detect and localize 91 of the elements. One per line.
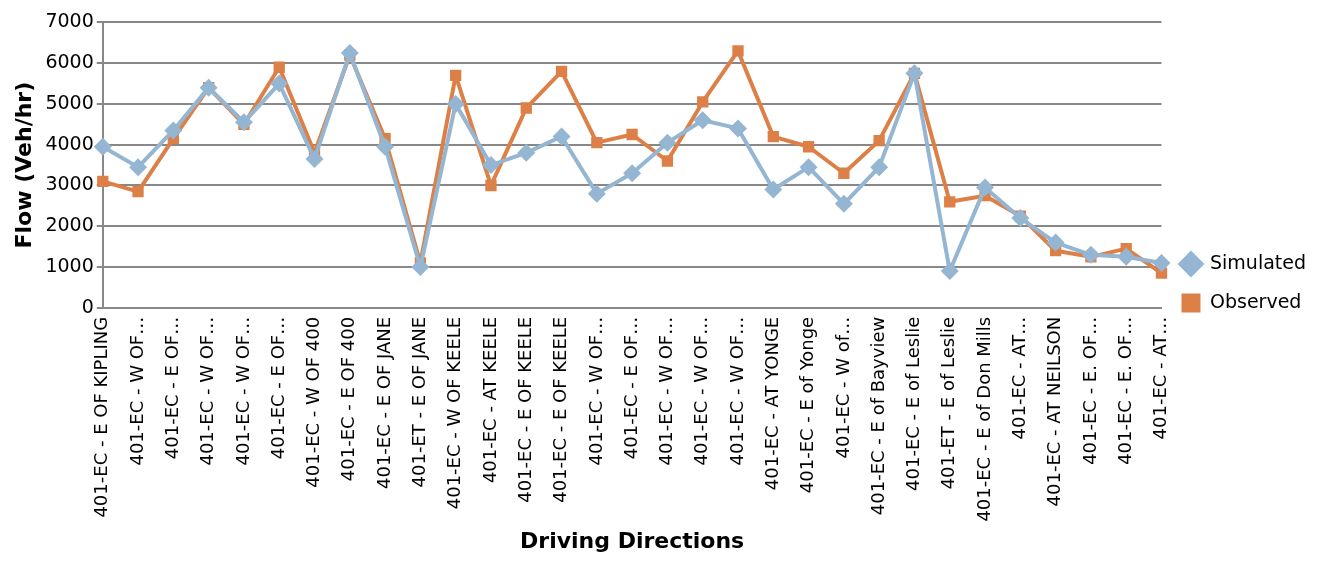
y-tick-label: 6000 — [45, 50, 94, 73]
point — [273, 61, 285, 73]
point — [93, 137, 112, 156]
point — [976, 178, 995, 197]
x-tick-label: 401-EC - AT… — [1149, 316, 1171, 440]
x-tick-label: 401-EC - AT NEILSON — [1043, 316, 1065, 507]
x-tick-label: 401-EC - E OF… — [619, 316, 641, 460]
point — [305, 149, 324, 168]
y-tick-label: 0 — [81, 294, 94, 317]
point — [234, 113, 253, 132]
x-tick-label: 401-EC - E of Don Mills — [972, 316, 994, 522]
x-tick-label: 401-EC - AT… — [1008, 316, 1029, 440]
point — [873, 134, 885, 147]
x-tick-label: 401-EC - W OF… — [655, 316, 677, 466]
x-tick-label: 401-EC - E. OF… — [1113, 316, 1135, 465]
x-tick-label: 401-EC - E of Yonge — [796, 316, 818, 494]
x-tick-label: 401-ET - E of Leslie — [937, 316, 959, 490]
x-tick-label: 401-EC - W OF 400 — [302, 316, 324, 488]
y-tick-label: 2000 — [45, 213, 94, 236]
point — [661, 155, 674, 167]
x-tick-label: 401-EC - E OF 400 — [337, 316, 359, 482]
point — [1117, 247, 1136, 266]
x-tick-label: 401-EC - W OF… — [725, 316, 747, 466]
y-tick-label: 7000 — [45, 9, 94, 32]
x-tick-label: 401-EC - W OF… — [231, 316, 253, 466]
x-tick-label: 401-EC - W OF… — [584, 316, 606, 466]
point — [697, 96, 709, 108]
y-tick-label: 5000 — [45, 90, 94, 113]
x-axis-title: Driving Directions — [520, 527, 745, 553]
point — [270, 74, 289, 93]
x-tick-label: 401-EC - W OF… — [196, 316, 218, 466]
point — [626, 128, 638, 141]
x-tick-label: 401-EC - W OF… — [690, 316, 712, 466]
point — [199, 78, 218, 97]
point — [340, 43, 359, 62]
x-tick-label: 401-EC - W of… — [831, 316, 853, 459]
point — [164, 121, 183, 140]
point — [129, 158, 148, 177]
point — [940, 262, 959, 281]
point — [802, 141, 815, 153]
point — [97, 175, 109, 188]
point — [450, 69, 462, 82]
point — [517, 143, 536, 162]
x-tick-label: 401-EC - AT YONGE — [760, 316, 782, 491]
point — [485, 179, 497, 192]
y-axis-title: Flow (Veh/hr) — [10, 81, 36, 249]
point — [376, 137, 395, 156]
x-tick-label: 401-EC - E OF KEELE — [513, 316, 535, 503]
x-tick-label: 401-EC - AT KEELE — [478, 316, 500, 484]
x-tick-label: 401-EC - E OF KEELE — [549, 316, 571, 503]
point — [481, 156, 500, 175]
point — [799, 158, 818, 177]
point — [693, 111, 712, 130]
point — [552, 127, 571, 146]
x-tick-label: 401-EC - E OF… — [266, 316, 288, 460]
y-tick-label: 1000 — [45, 253, 94, 276]
point — [764, 180, 783, 199]
point — [1046, 233, 1065, 252]
point — [944, 196, 956, 208]
x-tick-label: 401-EC - E OF… — [161, 316, 183, 460]
point — [1081, 245, 1100, 264]
x-tick-label: 401-EC - E OF JANE — [372, 316, 394, 490]
point — [555, 65, 568, 77]
point — [623, 164, 642, 183]
point — [132, 185, 144, 198]
legend-label: Observed — [1209, 289, 1302, 312]
point — [905, 64, 924, 83]
point — [1011, 209, 1030, 228]
point — [587, 184, 606, 203]
point — [838, 167, 850, 179]
x-tick-label: 401-ET - E OF JANE — [408, 316, 430, 488]
point — [411, 258, 430, 277]
x-tick-label: 401-EC - E. OF… — [1078, 316, 1100, 465]
point — [520, 102, 532, 114]
x-tick-label: 401-EC - E OF KIPLING — [90, 316, 112, 518]
point — [591, 137, 603, 149]
x-tick-label: 401-EC - W OF… — [125, 316, 147, 466]
y-tick-label: 3000 — [45, 172, 94, 195]
legend-label: Simulated — [1209, 250, 1306, 273]
point — [767, 130, 779, 143]
y-tick-label: 4000 — [45, 131, 94, 154]
point — [870, 158, 889, 177]
x-tick-label: 401-EC - E of Bayview — [866, 316, 888, 516]
point — [729, 119, 747, 138]
point — [1152, 253, 1171, 272]
point — [446, 94, 465, 113]
x-tick-label: 401-EC - W OF KEELE — [443, 316, 465, 510]
point — [658, 133, 677, 152]
x-tick-label: 401-EC - E of Leslie — [902, 316, 924, 491]
point — [732, 45, 744, 57]
point — [834, 194, 853, 213]
